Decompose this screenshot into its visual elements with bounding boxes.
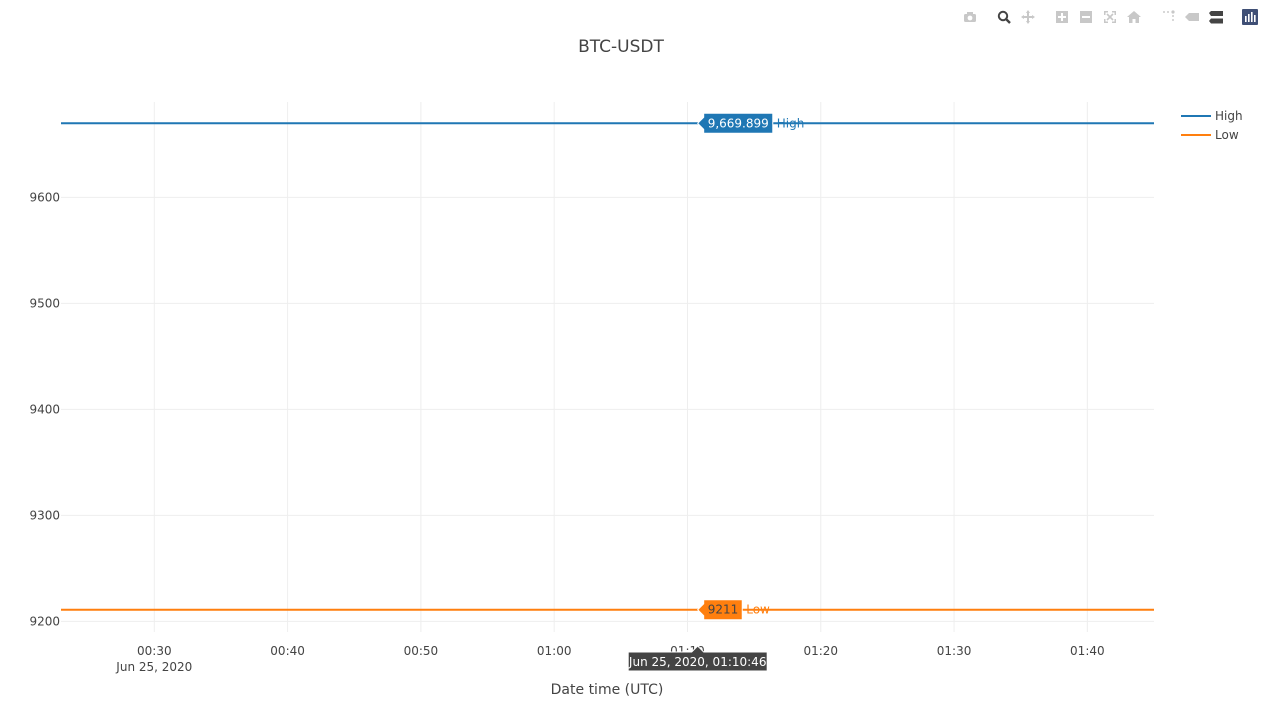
hover-closest-icon bbox=[1185, 13, 1199, 21]
hover-compare-icon bbox=[1209, 11, 1223, 24]
hover-closest-button[interactable] bbox=[1182, 7, 1202, 27]
camera-button[interactable] bbox=[960, 7, 980, 27]
spike-lines-icon bbox=[1163, 10, 1175, 21]
zoom-in-icon bbox=[1056, 11, 1068, 23]
zoom-in-button[interactable] bbox=[1052, 7, 1072, 27]
hover-x-text: Jun 25, 2020, 01:10:46 bbox=[628, 655, 767, 669]
zoom-out-icon bbox=[1080, 11, 1092, 23]
hover-box bbox=[696, 599, 743, 621]
zoom-icon bbox=[997, 10, 1011, 24]
y-tick-label: 9600 bbox=[29, 190, 60, 204]
y-axis-ticks: 9200 9300 9400 9500 9600 bbox=[29, 190, 60, 628]
x-axis-title: Date time (UTC) bbox=[551, 682, 664, 698]
zoom-out-button[interactable] bbox=[1076, 7, 1096, 27]
hover-series-name: High bbox=[777, 116, 805, 130]
x-tick-label: 00:40 bbox=[270, 644, 305, 658]
hover-label-low: 9211 Low bbox=[696, 599, 770, 621]
modebar bbox=[956, 6, 1260, 28]
x-tick-label: 01:30 bbox=[937, 644, 972, 658]
y-tick-label: 9300 bbox=[29, 508, 60, 522]
chart-title: BTC-USDT bbox=[578, 37, 664, 57]
x-tick-label: 00:50 bbox=[404, 644, 439, 658]
plotly-logo-button[interactable] bbox=[1240, 7, 1260, 27]
zoom-button[interactable] bbox=[994, 7, 1014, 27]
x-tick-label: 00:30 bbox=[137, 644, 172, 658]
hover-compare-button[interactable] bbox=[1206, 7, 1226, 27]
legend-item-high[interactable]: High bbox=[1181, 109, 1243, 123]
camera-icon bbox=[964, 12, 976, 22]
x-tick-label: 01:00 bbox=[537, 644, 572, 658]
pan-button[interactable] bbox=[1018, 7, 1038, 27]
y-tick-label: 9400 bbox=[29, 402, 60, 416]
x-tick-label: 01:20 bbox=[803, 644, 838, 658]
y-tick-label: 9200 bbox=[29, 614, 60, 628]
pan-icon bbox=[1021, 10, 1035, 24]
plotly-logo-icon bbox=[1242, 9, 1258, 25]
autoscale-button[interactable] bbox=[1100, 7, 1120, 27]
gridlines bbox=[61, 102, 1154, 632]
x-tick-date: Jun 25, 2020 bbox=[115, 660, 192, 674]
series-lines bbox=[61, 122, 1154, 611]
legend-item-low[interactable]: Low bbox=[1181, 128, 1239, 142]
hover-value: 9,669.899 bbox=[708, 116, 769, 130]
legend-label: High bbox=[1215, 109, 1243, 123]
autoscale-icon bbox=[1104, 11, 1116, 23]
hover-labels: 9,669.899 High 9211 Low Jun 25, 2020, 01:10:… bbox=[627, 112, 805, 672]
legend-label: Low bbox=[1215, 128, 1239, 142]
y-tick-label: 9500 bbox=[29, 296, 60, 310]
hover-label-high: 9,669.899 High bbox=[696, 112, 805, 134]
x-tick-label: 01:40 bbox=[1070, 644, 1105, 658]
hover-series-name: Low bbox=[746, 603, 770, 617]
hover-x-box bbox=[627, 645, 768, 672]
hover-x-label: Jun 25, 2020, 01:10:46 bbox=[627, 645, 768, 672]
legend[interactable]: High Low bbox=[1181, 109, 1243, 142]
home-button[interactable] bbox=[1124, 7, 1144, 27]
hover-value: 9211 bbox=[708, 603, 739, 617]
hover-box bbox=[696, 112, 774, 134]
spike-lines-button[interactable] bbox=[1158, 7, 1178, 27]
home-icon bbox=[1127, 11, 1141, 23]
